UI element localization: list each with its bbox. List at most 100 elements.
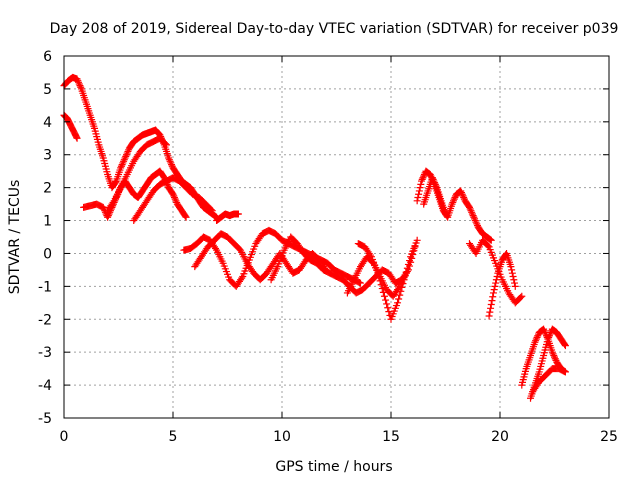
data-point: [518, 292, 526, 300]
data-point: [471, 217, 479, 225]
data-point: [121, 154, 129, 162]
series-arc-12: [413, 167, 495, 244]
data-point: [170, 194, 178, 202]
data-point: [238, 274, 246, 282]
data-point: [208, 207, 216, 215]
series-arc-18: [529, 365, 569, 396]
y-tick-label: 0: [43, 246, 52, 262]
data-point: [122, 151, 130, 159]
data-point: [484, 242, 492, 250]
data-point: [75, 78, 83, 86]
data-point: [471, 215, 479, 223]
data-point: [394, 299, 402, 307]
data-point: [540, 327, 548, 335]
y-tick-label: -1: [38, 279, 52, 295]
data-point: [486, 308, 494, 316]
data-point: [123, 149, 131, 157]
data-point: [382, 296, 390, 304]
y-tick-label: 1: [43, 214, 52, 230]
data-point: [99, 203, 107, 211]
data-point: [171, 195, 179, 203]
data-point: [460, 194, 468, 202]
data-point: [532, 337, 540, 345]
y-tick-label: 3: [43, 148, 52, 164]
data-point: [534, 332, 542, 340]
data-point: [415, 187, 423, 195]
data-point: [491, 282, 499, 290]
data-point: [492, 279, 500, 287]
y-tick-label: -3: [38, 345, 52, 361]
chart-title: Day 208 of 2019, Sidereal Day-to-day VTE…: [50, 21, 619, 37]
data-point: [124, 147, 132, 155]
data-point: [466, 205, 474, 213]
data-point: [507, 263, 515, 271]
data-point: [234, 210, 242, 218]
data-point: [76, 82, 84, 90]
data-point: [75, 80, 83, 88]
x-tick-label: 25: [600, 429, 618, 445]
data-point: [162, 141, 170, 149]
data-point: [73, 75, 81, 83]
data-point: [561, 341, 569, 349]
x-axis-label: GPS time / hours: [275, 459, 392, 475]
data-point: [120, 156, 128, 164]
data-point: [428, 174, 436, 182]
y-tick-label: -5: [38, 411, 52, 427]
data-point: [487, 304, 495, 312]
series-arc-15: [485, 249, 519, 320]
data-point: [109, 198, 117, 206]
x-tick-label: 0: [60, 429, 69, 445]
data-point: [181, 212, 189, 220]
data-point: [533, 333, 541, 341]
data-point: [403, 264, 411, 272]
data-point: [104, 213, 112, 221]
data-point: [451, 194, 459, 202]
data-point: [450, 195, 458, 203]
data-point: [551, 353, 558, 361]
data-point: [207, 206, 215, 214]
data-point: [417, 180, 425, 188]
data-point: [429, 175, 437, 183]
data-point: [402, 269, 410, 277]
data-point: [449, 197, 457, 205]
data-point: [182, 213, 190, 221]
data-point: [457, 189, 465, 197]
y-tick-label: -2: [38, 312, 52, 328]
data-point: [165, 154, 173, 162]
series-arc-11: [343, 253, 410, 300]
data-point: [508, 266, 516, 274]
x-tick-label: 10: [273, 429, 291, 445]
data-point: [442, 210, 449, 218]
data-point: [493, 272, 501, 280]
data-point: [73, 134, 81, 142]
data-point: [117, 164, 125, 172]
data-point: [383, 300, 391, 308]
y-tick-label: 2: [43, 181, 52, 197]
data-point: [112, 178, 120, 186]
data-point: [74, 77, 82, 85]
data-point: [119, 159, 127, 167]
data-point: [531, 338, 539, 346]
data-point: [457, 187, 465, 195]
data-point: [487, 300, 495, 308]
series-arc-8: [213, 210, 242, 225]
data-point: [415, 190, 423, 198]
data-point: [489, 293, 497, 301]
data-point: [431, 179, 439, 187]
data-point: [431, 180, 439, 188]
data-point: [470, 213, 478, 221]
plot-frame: [63, 55, 610, 419]
data-point: [511, 282, 519, 290]
data-point: [395, 284, 403, 292]
data-point: [166, 157, 174, 165]
data-point: [432, 182, 440, 190]
data-point: [459, 192, 467, 200]
data-point: [165, 156, 173, 164]
data-point: [549, 350, 557, 358]
data-point: [472, 218, 480, 226]
data-point: [561, 342, 569, 350]
data-point: [104, 212, 112, 220]
data-point: [543, 332, 551, 340]
x-tick-label: 20: [491, 429, 509, 445]
data-point: [170, 192, 178, 200]
